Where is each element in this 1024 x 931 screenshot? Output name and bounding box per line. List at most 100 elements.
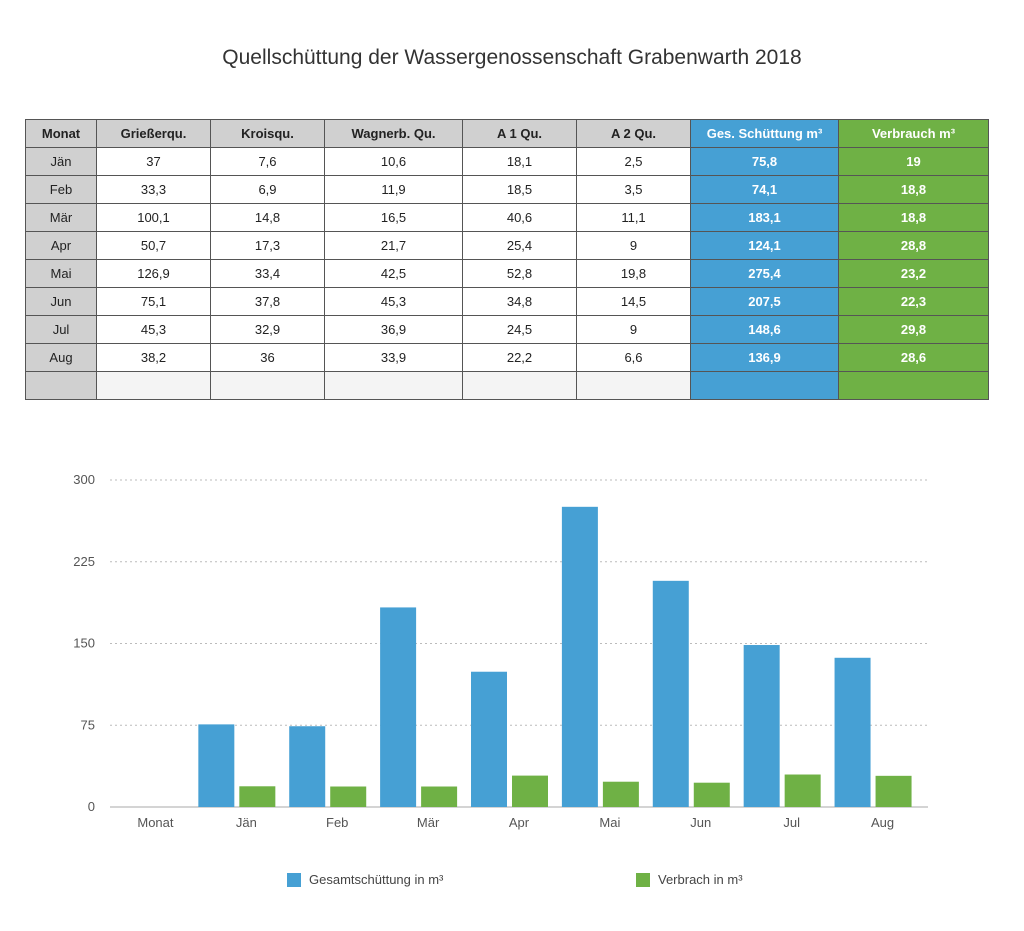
legend-label-verbrauch: Verbrach in m³ bbox=[658, 872, 743, 887]
table-cell: 37 bbox=[96, 147, 211, 176]
bar-verbrauch bbox=[602, 781, 639, 807]
cell-month: Jul bbox=[25, 315, 97, 344]
legend-swatch-gesamt bbox=[287, 872, 301, 887]
table-cell: 45,3 bbox=[324, 287, 463, 316]
legend-swatch-verbrauch bbox=[636, 872, 650, 887]
table-cell: 33,9 bbox=[324, 343, 463, 372]
table-header-row: Monat Grießerqu. Kroisqu. Wagnerb. Qu. A… bbox=[25, 119, 989, 148]
bar-gesamtschuettung bbox=[743, 645, 780, 807]
bar-gesamtschuettung bbox=[561, 506, 598, 807]
table-cell: 7,6 bbox=[210, 147, 325, 176]
cell-ges-schuettung: 207,5 bbox=[690, 287, 839, 316]
bar-gesamtschuettung bbox=[834, 657, 871, 807]
bar-verbrauch bbox=[784, 774, 821, 807]
header-griesserqu: Grießerqu. bbox=[96, 119, 211, 148]
bar-verbrauch bbox=[330, 786, 367, 807]
table-cell: 6,6 bbox=[576, 343, 691, 372]
table-cell: 32,9 bbox=[210, 315, 325, 344]
cell-verbrauch: 28,8 bbox=[838, 231, 989, 260]
table-cell: 19,8 bbox=[576, 259, 691, 288]
table-row: Jän 37 7,6 10,6 18,1 2,5 75,8 19 bbox=[25, 147, 989, 176]
table-cell: 38,2 bbox=[96, 343, 211, 372]
cell-ges-schuettung: 148,6 bbox=[690, 315, 839, 344]
x-tick-label: Apr bbox=[509, 815, 530, 830]
table-row: Feb 33,3 6,9 11,9 18,5 3,5 74,1 18,8 bbox=[25, 175, 989, 204]
cell-verbrauch: 18,8 bbox=[838, 203, 989, 232]
cell-verbrauch: 18,8 bbox=[838, 175, 989, 204]
cell-ges-schuettung: 275,4 bbox=[690, 259, 839, 288]
cell-verbrauch: 22,3 bbox=[838, 287, 989, 316]
table-cell: 33,4 bbox=[210, 259, 325, 288]
x-tick-label: Mär bbox=[417, 815, 440, 830]
table-cell: 50,7 bbox=[96, 231, 211, 260]
table-cell: 126,9 bbox=[96, 259, 211, 288]
table-row bbox=[25, 371, 989, 400]
cell-month: Apr bbox=[25, 231, 97, 260]
bar-gesamtschuettung bbox=[471, 671, 507, 807]
cell-verbrauch: 19 bbox=[838, 147, 989, 176]
x-tick-label: Jän bbox=[236, 815, 257, 830]
table-cell: 40,6 bbox=[462, 203, 577, 232]
table-cell: 9 bbox=[576, 315, 691, 344]
x-tick-label: Aug bbox=[871, 815, 894, 830]
legend-item-verbrauch: Verbrach in m³ bbox=[636, 872, 743, 887]
cell-ges-schuettung: 136,9 bbox=[690, 343, 839, 372]
header-wagnerb: Wagnerb. Qu. bbox=[324, 119, 463, 148]
bar-gesamtschuettung bbox=[198, 724, 235, 807]
table-row: Apr 50,7 17,3 21,7 25,4 9 124,1 28,8 bbox=[25, 231, 989, 260]
header-a1: A 1 Qu. bbox=[462, 119, 577, 148]
header-a2: A 2 Qu. bbox=[576, 119, 691, 148]
table-cell bbox=[96, 371, 211, 400]
legend-label-gesamt: Gesamtschüttung in m³ bbox=[309, 872, 444, 887]
page-title: Quellschüttung der Wassergenossenschaft … bbox=[222, 46, 802, 69]
table-cell: 17,3 bbox=[210, 231, 325, 260]
table-cell: 42,5 bbox=[324, 259, 463, 288]
bar-gesamtschuettung bbox=[289, 726, 326, 807]
cell-ges-schuettung: 183,1 bbox=[690, 203, 839, 232]
table-cell: 9 bbox=[576, 231, 691, 260]
table-cell: 100,1 bbox=[96, 203, 211, 232]
y-tick-label: 0 bbox=[88, 799, 95, 814]
cell-month: Jun bbox=[25, 287, 97, 316]
bar-gesamtschuettung bbox=[380, 607, 417, 807]
y-tick-label: 75 bbox=[81, 717, 95, 732]
header-monat: Monat bbox=[25, 119, 97, 148]
bar-verbrauch bbox=[239, 786, 276, 807]
cell-month bbox=[25, 371, 97, 400]
table-cell: 52,8 bbox=[462, 259, 577, 288]
table-cell: 24,5 bbox=[462, 315, 577, 344]
table-row: Mai 126,9 33,4 42,5 52,8 19,8 275,4 23,2 bbox=[25, 259, 989, 288]
table-cell: 36 bbox=[210, 343, 325, 372]
table-cell: 11,1 bbox=[576, 203, 691, 232]
x-tick-label: Mai bbox=[599, 815, 620, 830]
table-cell: 11,9 bbox=[324, 175, 463, 204]
table-cell: 22,2 bbox=[462, 343, 577, 372]
bar-verbrauch bbox=[693, 782, 730, 807]
bar-verbrauch bbox=[421, 786, 458, 807]
cell-month: Mai bbox=[25, 259, 97, 288]
table-cell: 14,8 bbox=[210, 203, 325, 232]
cell-ges-schuettung: 74,1 bbox=[690, 175, 839, 204]
table-cell: 16,5 bbox=[324, 203, 463, 232]
table-cell: 36,9 bbox=[324, 315, 463, 344]
table-cell: 18,5 bbox=[462, 175, 577, 204]
table-cell: 10,6 bbox=[324, 147, 463, 176]
header-kroisqu: Kroisqu. bbox=[210, 119, 325, 148]
table-cell: 21,7 bbox=[324, 231, 463, 260]
table-cell: 18,1 bbox=[462, 147, 577, 176]
table-cell: 75,1 bbox=[96, 287, 211, 316]
x-tick-label: Jul bbox=[783, 815, 800, 830]
table-row: Aug 38,2 36 33,9 22,2 6,6 136,9 28,6 bbox=[25, 343, 989, 372]
table-cell: 34,8 bbox=[462, 287, 577, 316]
legend-item-gesamt: Gesamtschüttung in m³ bbox=[287, 872, 443, 887]
table-cell: 3,5 bbox=[576, 175, 691, 204]
cell-verbrauch: 28,6 bbox=[838, 343, 989, 372]
table-cell: 25,4 bbox=[462, 231, 577, 260]
table-row: Jul 45,3 32,9 36,9 24,5 9 148,6 29,8 bbox=[25, 315, 989, 344]
cell-verbrauch: 29,8 bbox=[838, 315, 989, 344]
table-cell: 14,5 bbox=[576, 287, 691, 316]
table-cell: 37,8 bbox=[210, 287, 325, 316]
x-tick-label: Jun bbox=[690, 815, 711, 830]
y-tick-label: 300 bbox=[73, 472, 95, 487]
cell-ges-schuettung: 124,1 bbox=[690, 231, 839, 260]
